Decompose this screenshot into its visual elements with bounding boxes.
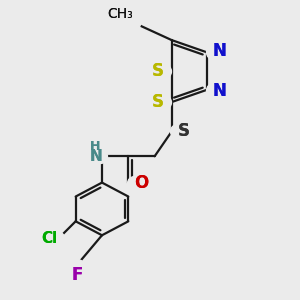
Text: F: F — [71, 266, 83, 284]
Text: Cl: Cl — [41, 231, 57, 246]
Text: N: N — [90, 149, 103, 164]
Text: N: N — [213, 42, 227, 60]
Text: H: H — [90, 140, 101, 152]
Text: Cl: Cl — [41, 231, 57, 246]
Text: S: S — [177, 122, 189, 140]
Text: S: S — [152, 93, 164, 111]
Text: N: N — [90, 149, 103, 164]
Text: CH₃: CH₃ — [107, 7, 133, 21]
Text: S: S — [152, 62, 164, 80]
Text: O: O — [134, 174, 148, 192]
Text: H: H — [90, 140, 101, 152]
Text: S: S — [152, 93, 164, 111]
Text: O: O — [134, 174, 148, 192]
Text: CH₃: CH₃ — [107, 7, 133, 21]
Text: N: N — [213, 82, 227, 100]
Text: F: F — [71, 266, 83, 284]
Text: S: S — [152, 62, 164, 80]
Text: N: N — [213, 82, 227, 100]
Text: S: S — [177, 122, 189, 140]
Text: N: N — [213, 42, 227, 60]
